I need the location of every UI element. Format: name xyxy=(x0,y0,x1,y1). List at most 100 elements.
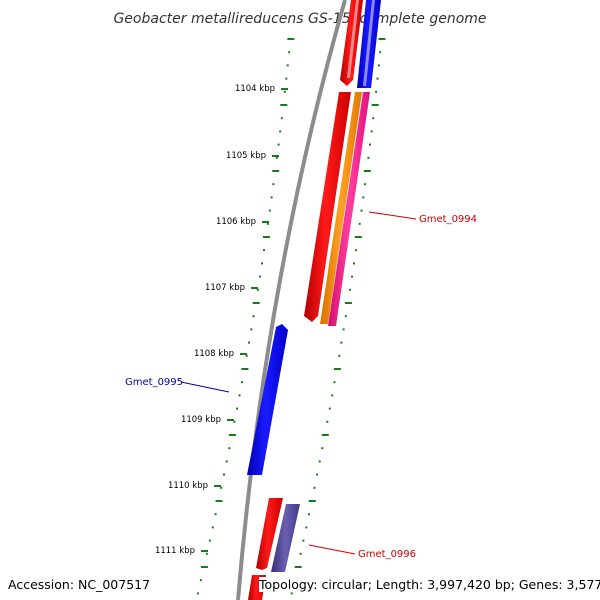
right-ring-minor-tick xyxy=(367,156,370,159)
feature-orange xyxy=(320,92,362,324)
callout-line-gmet0996 xyxy=(308,544,356,555)
gene-label-gmet0994[interactable]: Gmet_0994 xyxy=(419,214,477,225)
left-ring-major-tick xyxy=(263,236,270,238)
right-ring-major-tick xyxy=(321,434,329,436)
tick-mark xyxy=(251,287,258,289)
right-ring-minor-tick xyxy=(358,222,361,225)
feature-track xyxy=(247,0,381,600)
tick-label-1107-kbp: 1107 kbp xyxy=(205,283,245,293)
tick-mark xyxy=(214,485,221,487)
left-ring-minor-tick xyxy=(285,77,288,80)
tick-label-1111-kbp: 1111 kbp xyxy=(155,546,195,556)
left-ring-minor-tick xyxy=(214,513,217,516)
tick-label-1104-kbp: 1104 kbp xyxy=(235,84,275,94)
gene-label-gmet0996[interactable]: Gmet_0996 xyxy=(358,549,416,560)
left-ring-minor-tick xyxy=(280,117,283,120)
right-ring-minor-tick xyxy=(360,209,363,212)
left-ring-major-tick xyxy=(228,434,236,436)
right-ring-minor-tick xyxy=(379,51,382,54)
left-ring-major-tick xyxy=(241,368,249,370)
left-ring-major-tick xyxy=(215,500,223,502)
right-ring-major-tick xyxy=(294,566,302,568)
left-ring-minor-tick xyxy=(228,447,231,450)
topology-summary: Topology: circular; Length: 3,997,420 bp… xyxy=(259,577,600,592)
right-ring-minor-tick xyxy=(326,420,329,423)
right-ring-minor-tick xyxy=(370,130,373,133)
left-ring-minor-tick xyxy=(266,222,269,225)
right-ring-minor-tick xyxy=(305,526,308,529)
left-ring-minor-tick xyxy=(270,196,273,199)
right-ring-minor-tick xyxy=(333,381,336,384)
gene-callout-gmet0996[interactable]: Gmet_0996 xyxy=(308,544,416,560)
left-ring-minor-tick xyxy=(248,341,250,344)
right-ring-minor-tick xyxy=(376,77,379,80)
callout-line-gmet0994 xyxy=(368,211,417,220)
tick-mark xyxy=(281,88,288,90)
genome-backbone xyxy=(236,0,347,600)
right-ring-minor-tick xyxy=(353,262,355,265)
left-ring-minor-tick xyxy=(196,592,199,595)
left-ring-minor-tick xyxy=(211,526,214,529)
left-ring-minor-tick xyxy=(277,143,280,146)
right-ring-minor-tick xyxy=(331,394,334,397)
right-ring-major-tick xyxy=(308,500,316,502)
tick-mark xyxy=(262,221,269,223)
right-ring-minor-tick xyxy=(302,539,305,542)
right-ring-minor-tick xyxy=(364,183,367,186)
left-ring-minor-tick xyxy=(205,552,208,555)
right-ring-minor-tick xyxy=(348,288,351,291)
right-ring-minor-tick xyxy=(328,407,331,410)
gene-label-gmet0995[interactable]: Gmet_0995 xyxy=(125,377,183,388)
right-ring-minor-tick xyxy=(354,249,357,252)
tick-label-1109-kbp: 1109 kbp xyxy=(181,415,221,425)
left-ring-minor-tick xyxy=(199,579,202,582)
left-ring-major-tick xyxy=(200,566,208,568)
tick-label-1110-kbp: 1110 kbp xyxy=(168,481,208,491)
left-ring-major-tick xyxy=(280,104,288,106)
gene-callout-gmet0995[interactable]: Gmet_0995 xyxy=(125,377,230,393)
left-ring-minor-tick xyxy=(236,407,238,410)
tick-mark xyxy=(227,419,234,421)
right-ring-major-tick xyxy=(378,38,386,40)
accession-label: Accession: NC_007517 xyxy=(8,577,151,592)
left-ring-minor-tick xyxy=(250,328,253,331)
left-ring-minor-tick xyxy=(261,262,263,265)
right-ring-major-tick xyxy=(354,236,362,238)
right-ring-minor-tick xyxy=(308,513,310,516)
right-ring-minor-tick xyxy=(372,117,375,120)
right-ring-minor-tick xyxy=(344,315,347,318)
feature-purple xyxy=(271,504,300,572)
left-ring-minor-tick xyxy=(263,249,265,252)
left-ring-minor-tick xyxy=(288,51,291,54)
tick-ring-left xyxy=(196,38,295,595)
tick-mark xyxy=(201,550,208,552)
right-ring-major-tick xyxy=(344,302,352,304)
left-ring-minor-tick xyxy=(252,315,255,318)
right-ring-minor-tick xyxy=(351,275,353,278)
left-ring-minor-tick xyxy=(258,275,261,278)
left-ring-minor-tick xyxy=(223,473,225,476)
callout-line-gmet0995 xyxy=(180,381,230,393)
tick-labels: 1104 kbp 1105 kbp 1106 kbp 1107 kbp 1108 kbp… xyxy=(155,84,288,556)
right-ring-minor-tick xyxy=(321,447,324,450)
feature-red-lower xyxy=(256,498,283,570)
tick-label-1108-kbp: 1108 kbp xyxy=(194,349,234,359)
left-ring-minor-tick xyxy=(272,183,275,186)
right-ring-minor-tick xyxy=(299,552,302,555)
tick-mark xyxy=(240,353,247,355)
left-ring-minor-tick xyxy=(208,539,211,542)
right-ring-minor-tick xyxy=(375,90,378,93)
gene-callout-gmet0994[interactable]: Gmet_0994 xyxy=(368,211,477,225)
right-ring-major-tick xyxy=(333,368,341,370)
left-ring-major-tick xyxy=(252,302,260,304)
left-ring-minor-tick xyxy=(225,460,228,463)
feature-highlight-2 xyxy=(363,0,375,86)
right-ring-minor-tick xyxy=(342,328,345,331)
right-ring-minor-tick xyxy=(290,592,293,595)
map-title: Geobacter metallireducens GS-15, complet… xyxy=(113,11,486,27)
feature-highlight-1 xyxy=(347,0,359,78)
left-ring-minor-tick xyxy=(233,420,236,423)
tick-mark xyxy=(272,155,279,157)
right-ring-major-tick xyxy=(371,104,379,106)
